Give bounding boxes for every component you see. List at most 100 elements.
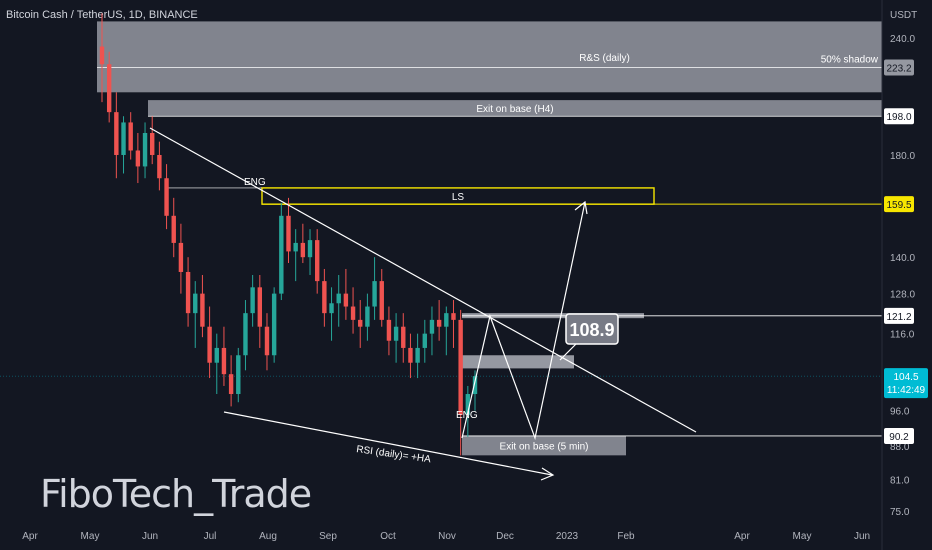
candle-body — [193, 293, 198, 314]
candle-body — [372, 281, 377, 307]
y-tick-label: 116.0 — [890, 330, 915, 341]
x-tick-label: Apr — [734, 531, 750, 542]
candle-body — [350, 306, 356, 320]
candle-body — [379, 281, 384, 320]
candle-body — [171, 215, 176, 243]
price-tag-bg — [884, 108, 914, 125]
price-tag-bg — [884, 196, 914, 213]
zone-108 — [462, 355, 574, 369]
candle-body — [142, 133, 148, 167]
y-tick-label: 81.0 — [890, 476, 910, 487]
candle-body — [415, 347, 420, 363]
eng-label: ENG — [456, 410, 478, 421]
zone-label: Exit on base (H4) — [476, 104, 553, 115]
last-price-value: 104.5 — [893, 372, 918, 383]
candle-body — [358, 319, 363, 327]
y-tick-label: 96.0 — [890, 407, 910, 418]
candle-body — [264, 326, 270, 356]
y-tick-label: 240.0 — [890, 34, 915, 45]
zone-0 — [97, 21, 882, 93]
price-tag-bg — [884, 427, 914, 444]
candle-body — [164, 178, 169, 216]
time-axis[interactable]: Apr May Jun Jul Aug Sep Oct Nov Dec 2023 Feb Apr May… — [22, 531, 870, 542]
candles — [99, 13, 478, 456]
projection-path — [461, 201, 586, 441]
candle-body — [472, 376, 478, 395]
rsi-label: RSI (daily)= +HA — [356, 444, 432, 465]
zone-note: 50% shadow — [821, 55, 879, 66]
x-tick-label: Nov — [438, 531, 456, 542]
candle-body — [99, 46, 105, 65]
price-tag-bg — [884, 307, 914, 324]
candle-body — [150, 133, 155, 155]
x-tick-label: Apr — [22, 531, 38, 542]
price-tag: 90.2 — [889, 432, 909, 443]
candle-body — [128, 122, 133, 151]
candle-body — [451, 313, 456, 320]
candle-body — [178, 242, 184, 272]
candle-body — [243, 313, 248, 356]
candle-body — [444, 313, 449, 327]
price-tag-bg — [884, 59, 914, 76]
candle-body — [365, 306, 370, 327]
candle-body — [200, 293, 205, 327]
y-tick-label: 75.0 — [890, 507, 910, 518]
zone-label: R&S (daily) — [579, 53, 630, 64]
zone-3 — [462, 435, 626, 456]
candle-body — [185, 271, 191, 314]
x-tick-label: Sep — [319, 531, 337, 542]
candle-body — [135, 150, 141, 167]
drawings: ENG ENG RSI (daily)= +HA 108.9 — [149, 127, 697, 481]
candle-body — [207, 326, 212, 363]
x-tick-label: Aug — [259, 531, 277, 542]
candle-body — [157, 154, 162, 179]
zone-label: LS — [452, 192, 465, 203]
candle-body — [214, 347, 219, 363]
rsi-trendline — [223, 411, 553, 476]
currency-label: USDT — [890, 10, 917, 21]
last-price-tag-bg — [884, 368, 928, 399]
price-axis[interactable]: USDT 75.0 81.0 88.0 96.0 116.0 128.0 140.0 180.0… — [881, 0, 932, 550]
callout-box — [565, 313, 619, 345]
candle-body — [329, 303, 334, 314]
y-tick-label: 128.0 — [890, 290, 915, 301]
candle-body — [393, 326, 399, 341]
candle-body — [422, 333, 427, 348]
x-tick-label: Oct — [380, 531, 396, 542]
candle-body — [343, 293, 349, 307]
rsi-arrowhead — [540, 467, 555, 481]
watermark: FiboTech_Trade — [40, 472, 312, 516]
candle-body — [307, 240, 313, 258]
candle-body — [106, 64, 112, 113]
candle-body — [271, 293, 277, 356]
price-axis-bg — [882, 0, 932, 550]
x-tick-label: Jun — [142, 531, 158, 542]
candle-body — [336, 293, 341, 304]
candle-body — [121, 122, 126, 155]
y-tick-label: 140.0 — [890, 253, 915, 264]
callout-value: 108.9 — [569, 320, 614, 340]
x-tick-label: May — [81, 531, 100, 542]
x-tick-label: Jul — [204, 531, 217, 542]
candle-body — [401, 326, 406, 348]
candle-body — [300, 242, 306, 258]
last-price-countdown: 11:42:49 — [887, 385, 926, 396]
candle-body — [436, 319, 442, 327]
price-tag: 223.2 — [886, 64, 911, 75]
zone-1 — [148, 100, 882, 117]
projection-arrowhead — [574, 200, 588, 215]
candle-body — [314, 240, 320, 282]
price-tag: 121.2 — [886, 312, 911, 323]
candle-body — [322, 281, 327, 314]
x-tick-label: Dec — [496, 531, 514, 542]
x-tick-label: Jun — [854, 531, 870, 542]
candle-body — [386, 319, 392, 341]
candle-body — [257, 287, 263, 327]
candle-body — [228, 374, 234, 395]
y-tick-label: 180.0 — [890, 151, 915, 162]
x-tick-label: 2023 — [556, 531, 579, 542]
candle-body — [279, 215, 284, 294]
x-tick-label: May — [793, 531, 812, 542]
candle-body — [286, 215, 291, 252]
